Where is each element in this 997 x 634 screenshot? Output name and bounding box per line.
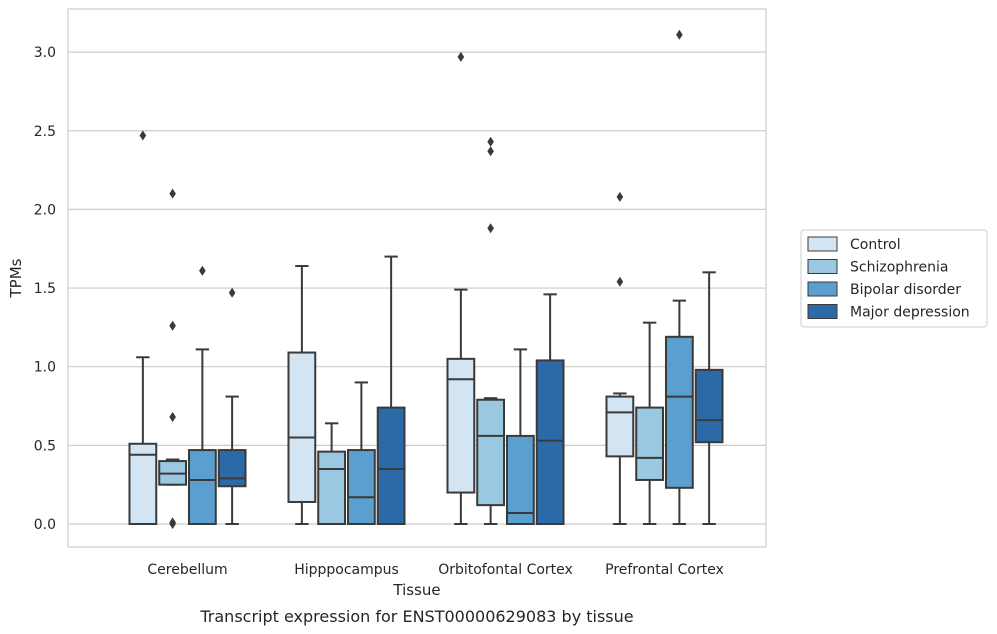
legend-label: Control (850, 237, 901, 253)
box-iqr (217, 449, 247, 488)
series-bipolar-disorder (187, 29, 694, 525)
box-series (128, 29, 724, 529)
legend-item: Bipolar disorder (807, 281, 961, 298)
box-iqr (476, 398, 506, 507)
box-plot (535, 293, 565, 525)
x-tick-labels: Cerebellum Hipppocampus Orbitofontal Corte… (147, 562, 723, 578)
y-tick-label: 0.0 (34, 517, 56, 533)
grid-lines (68, 51, 766, 525)
y-axis-label: TPMs (7, 258, 25, 298)
x-tick-label: Hipppocampus (294, 562, 399, 578)
box-plot (635, 321, 665, 525)
outlier-point (139, 130, 147, 141)
box-plot (476, 136, 506, 525)
box-plot (446, 51, 476, 525)
box-plot (158, 188, 188, 529)
outlier-point (487, 136, 494, 147)
legend-label: Schizophrenia (850, 260, 948, 276)
series-schizophrenia (158, 136, 665, 529)
legend-label: Major depression (850, 305, 970, 321)
box-plot (217, 287, 247, 525)
box-plot (346, 381, 376, 525)
outlier-point (169, 519, 176, 529)
legend-label: Bipolar disorder (850, 282, 961, 298)
legend-swatch (807, 236, 838, 252)
outlier-point (487, 223, 494, 234)
legend-item: Major depression (807, 304, 970, 321)
box-iqr (605, 395, 635, 458)
outlier-point (228, 287, 236, 298)
y-tick-label: 1.5 (34, 281, 56, 297)
y-tick-label: 2.0 (34, 202, 56, 218)
box-iqr (128, 442, 158, 526)
x-tick-label: Orbitofontal Cortex (438, 562, 573, 578)
outlier-point (457, 51, 465, 62)
box-plot (187, 265, 217, 525)
series-major-depression (217, 255, 724, 525)
box-iqr (346, 449, 376, 525)
legend-item: Control (807, 236, 901, 253)
y-tick-label: 3.0 (34, 45, 56, 61)
box-iqr (694, 368, 724, 444)
outlier-point (616, 276, 624, 287)
box-plot (505, 348, 535, 525)
legend-swatch (807, 281, 838, 297)
x-tick-label: Prefrontal Cortex (605, 562, 724, 578)
y-tick-label: 2.5 (34, 124, 56, 140)
outlier-point (169, 188, 176, 199)
box-iqr (535, 359, 565, 525)
plot-frame (67, 8, 767, 548)
legend-swatch (807, 259, 838, 274)
y-tick-label: 0.5 (34, 438, 56, 454)
box-iqr (287, 351, 317, 503)
box-iqr (664, 335, 694, 489)
box-iqr (635, 406, 665, 481)
box-iqr (505, 434, 535, 525)
legend-item: Schizophrenia (807, 259, 948, 276)
box-iqr (187, 449, 217, 525)
box-plot (376, 255, 406, 525)
legend-frame (800, 229, 988, 328)
box-iqr (376, 406, 406, 525)
outlier-point (169, 320, 176, 331)
outlier-point (169, 412, 176, 423)
y-tick-label: 1.0 (34, 360, 56, 376)
box-iqr (446, 357, 476, 494)
box-plot (664, 29, 694, 525)
box-plot (694, 271, 724, 525)
series-control (128, 51, 635, 526)
outlier-point (199, 265, 206, 276)
outlier-point (676, 29, 683, 40)
legend: Control Schizophrenia Bipolar disorder Majo… (800, 229, 988, 328)
y-tick-labels: 0.0 0.5 1.0 1.5 2.0 2.5 3.0 (34, 45, 56, 533)
box-iqr (317, 450, 347, 525)
legend-swatch (807, 304, 838, 319)
figure-caption: Transcript expression for ENST0000062908… (199, 607, 633, 626)
outlier-point (616, 191, 624, 202)
box-plot (605, 191, 635, 525)
box-plot (287, 265, 317, 525)
box-plot (128, 130, 158, 526)
x-axis-label: Tissue (392, 581, 440, 599)
box-plot (317, 422, 347, 525)
x-tick-label: Cerebellum (147, 562, 227, 578)
outlier-point (487, 146, 494, 157)
